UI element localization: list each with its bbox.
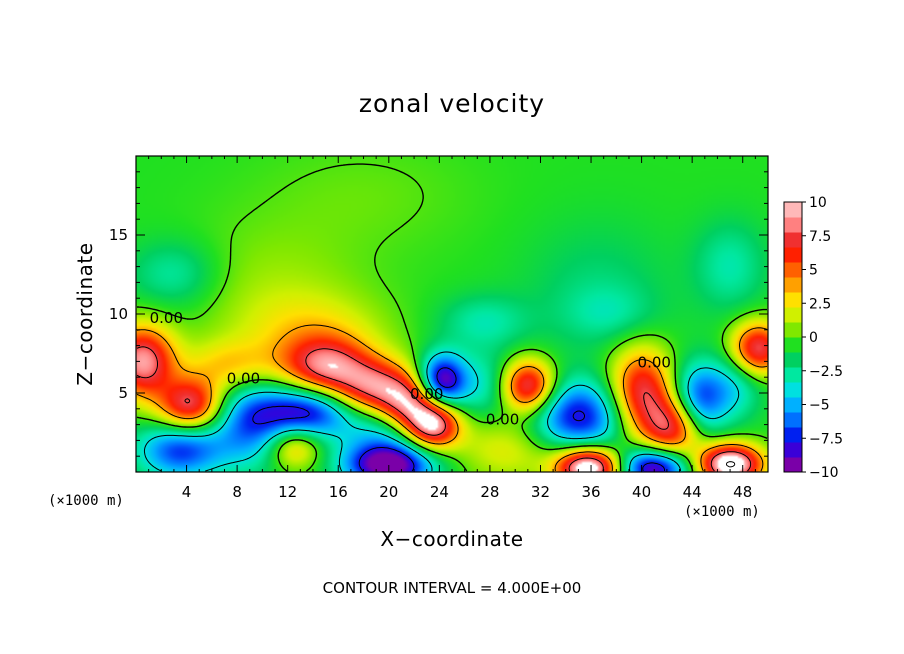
contour-labels: 0.00 0.00 0.00 0.00 0.00	[150, 309, 671, 428]
colorbar-block	[784, 457, 802, 473]
chart-title: zonal velocity	[359, 89, 545, 118]
colorbar-tick-label: −2.5	[809, 364, 843, 380]
colorbar-block	[784, 292, 802, 308]
colorbar-block	[784, 367, 802, 383]
colorbar-block	[784, 382, 802, 398]
x-tick-label: 16	[329, 483, 348, 501]
colorbar-tick-label: 5	[809, 263, 818, 279]
colorbar-ticks: 10 7.5 5 2.5 0 −2.5 −5 −7.5 −10	[802, 195, 843, 481]
colorbar-block	[784, 307, 802, 323]
contour-interval-note: CONTOUR INTERVAL = 4.000E+00	[323, 579, 582, 597]
contour-line	[136, 324, 768, 472]
contour-label: 0.00	[150, 309, 183, 327]
colorbar-block	[784, 232, 802, 248]
x-tick-label: 28	[480, 483, 499, 501]
colorbar-tick-label: 7.5	[809, 229, 831, 245]
x-tick-label: 20	[379, 483, 398, 501]
colorbar-block	[784, 352, 802, 368]
x-tick-label: 8	[232, 483, 242, 501]
colorbar-block	[784, 442, 802, 458]
contour-line	[143, 351, 740, 472]
x-tick-label: 4	[182, 483, 192, 501]
x-tick-label: 44	[683, 483, 702, 501]
x-axis-label: X−coordinate	[380, 527, 523, 551]
plot-area: 0.00 0.00 0.00 0.00 0.00	[135, 155, 769, 473]
y-tick-label: 10	[109, 305, 128, 323]
y-axis-ticks: 5 10 15	[109, 171, 768, 457]
x-tick-label: 24	[430, 483, 449, 501]
colorbar-tick-label: −7.5	[809, 431, 843, 447]
velocity-field	[136, 156, 768, 472]
y-axis-label: Z−coordinate	[73, 242, 97, 385]
colorbar-block	[784, 337, 802, 353]
colorbar-tick-label: 10	[809, 195, 827, 211]
x-tick-label: 12	[278, 483, 297, 501]
x-tick-label: 32	[531, 483, 550, 501]
contour-label: 0.00	[227, 369, 260, 387]
colorbar-block	[784, 247, 802, 263]
colorbar-block	[784, 322, 802, 338]
x-tick-label: 48	[733, 483, 752, 501]
colorbar-block	[784, 427, 802, 443]
x-unit-left: (×1000 m)	[48, 493, 124, 509]
colorbar-tick-label: −10	[809, 465, 839, 481]
contour-line	[136, 163, 768, 472]
y-tick-label: 5	[118, 384, 128, 402]
y-tick-label: 15	[109, 226, 128, 244]
colorbar-tick-label: 2.5	[809, 296, 831, 312]
colorbar-block	[784, 262, 802, 278]
contour-line	[726, 461, 736, 468]
colorbar-block	[784, 277, 802, 293]
contour-label: 0.00	[410, 385, 443, 403]
contour-label: 0.00	[638, 353, 671, 371]
contour-line	[136, 346, 752, 472]
x-unit-right: (×1000 m)	[684, 504, 760, 520]
colorbar-block	[784, 412, 802, 428]
contour-lines	[136, 163, 768, 472]
colorbar-block	[784, 397, 802, 413]
contour-label: 0.00	[486, 410, 519, 428]
colorbar-tick-label: 0	[809, 330, 818, 346]
x-tick-label: 40	[632, 483, 651, 501]
x-tick-label: 36	[581, 483, 600, 501]
colorbar: 10 7.5 5 2.5 0 −2.5 −5 −7.5 −10	[783, 195, 843, 481]
x-axis-ticks: 4 8 12 16 20 24 28 32 36 40 44 48	[148, 156, 756, 501]
colorbar-tick-label: −5	[809, 398, 830, 414]
contour-line	[252, 367, 665, 472]
colorbar-block	[784, 217, 802, 233]
colorbar-blocks	[784, 202, 802, 473]
colorbar-block	[784, 202, 802, 218]
